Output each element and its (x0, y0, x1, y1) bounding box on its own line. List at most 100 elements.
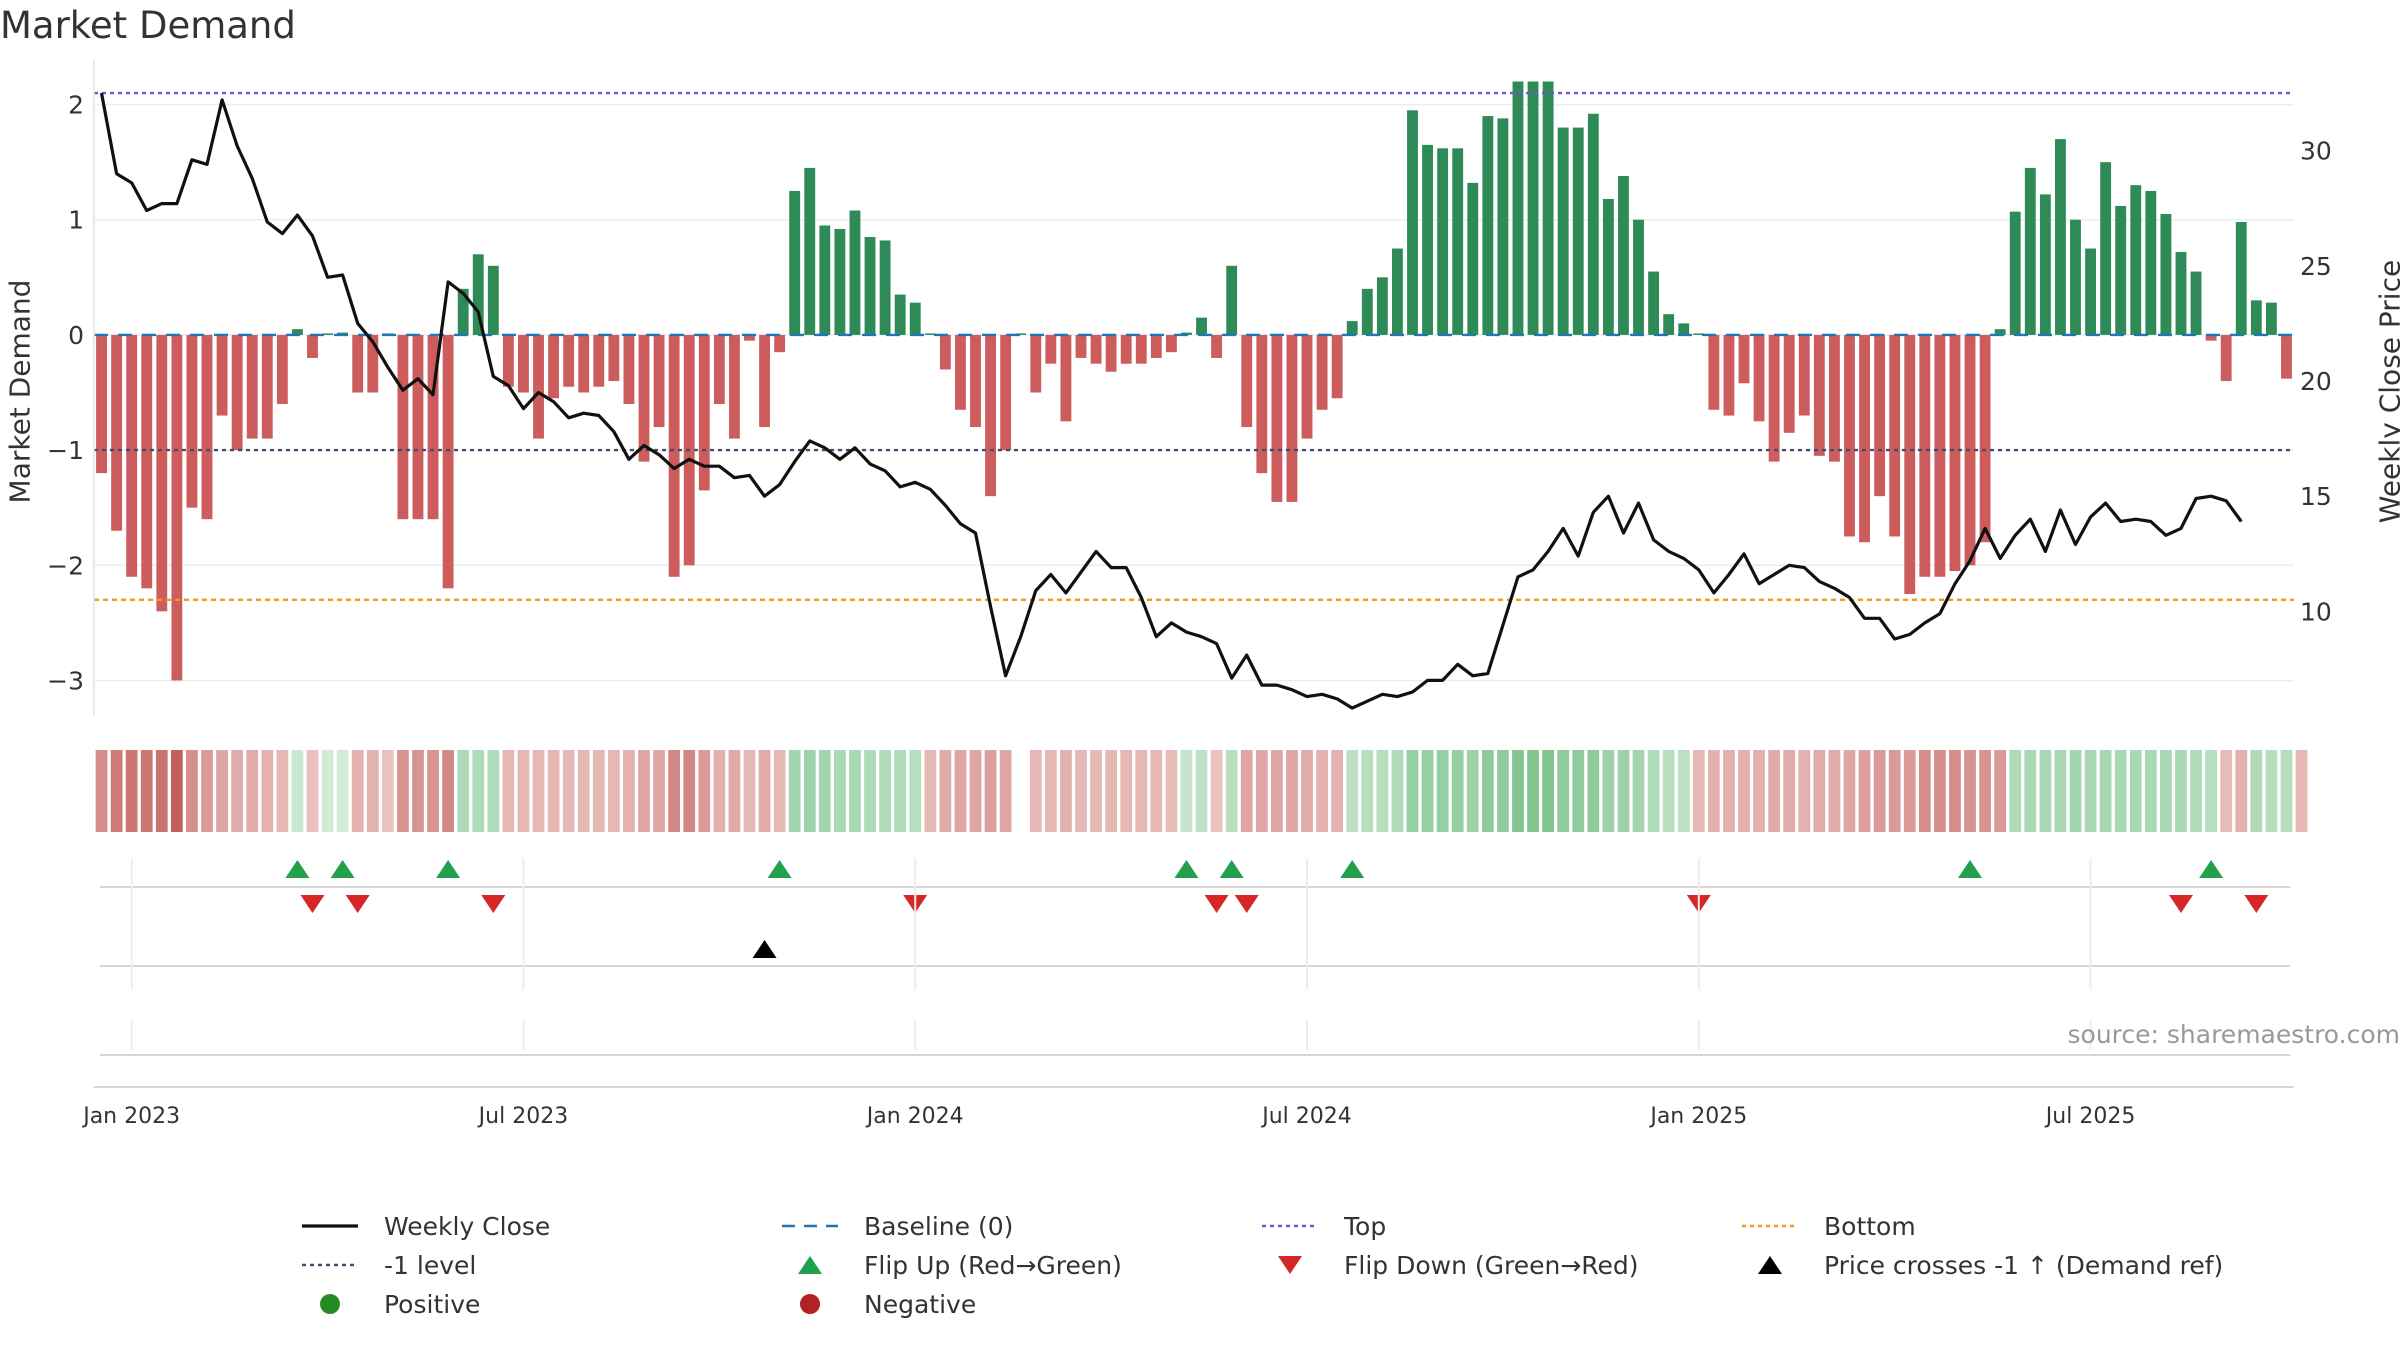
price-cross-marker (752, 940, 777, 958)
heat-cell (1918, 750, 1931, 832)
demand-bar (156, 334, 168, 612)
demand-bar (1452, 148, 1464, 335)
heat-cell (1798, 750, 1811, 832)
demand-bar (1241, 334, 1253, 428)
heat-cell (728, 750, 741, 832)
demand-bar (1949, 334, 1961, 572)
flip-down-marker (1204, 895, 1229, 913)
heat-cell (1813, 750, 1826, 832)
demand-bar (1030, 334, 1042, 393)
demand-bar (1663, 314, 1675, 335)
demand-bar (728, 334, 740, 439)
demand-bar (548, 334, 560, 399)
demand-bar (1015, 333, 1027, 335)
heat-cell (1707, 750, 1720, 832)
heat-cell (1512, 750, 1524, 832)
signal-markers (100, 860, 2290, 1056)
demand-bar (412, 334, 424, 520)
demand-bar (774, 334, 786, 353)
heat-cell (1165, 750, 1178, 832)
demand-bar (518, 334, 529, 393)
heat-cell (1436, 750, 1449, 832)
demand-bar (367, 334, 379, 393)
y-left-tick-label: 1 (68, 206, 84, 235)
heat-cell (487, 750, 500, 832)
demand-bar (1256, 334, 1268, 474)
flip-down-marker (481, 895, 506, 913)
heat-cell (1934, 750, 1946, 832)
heat-cell (1723, 750, 1735, 832)
heat-cell (1391, 750, 1404, 832)
demand-bar (1527, 81, 1539, 335)
heat-cell (924, 750, 937, 832)
demand-bar (186, 334, 198, 508)
heat-cell (1497, 750, 1509, 832)
heat-cell (1060, 750, 1072, 832)
heat-cell (999, 750, 1012, 832)
heat-cell (412, 750, 424, 832)
demand-bar (397, 334, 409, 520)
heat-cell (216, 750, 228, 832)
weekly-close-line (99, 92, 2243, 710)
heat-cell (1753, 750, 1765, 832)
heat-cell (1527, 750, 1539, 832)
legend-item: Top (1260, 1210, 1386, 1242)
legend-item: Baseline (0) (780, 1210, 1013, 1242)
demand-bar (1618, 175, 1629, 335)
demand-bar (2250, 300, 2262, 335)
heat-cell (909, 750, 922, 832)
demand-bar (1512, 81, 1524, 335)
demand-bar (1768, 334, 1780, 462)
demand-bar (1361, 288, 1373, 335)
x-tick-label: Jul 2023 (477, 1104, 569, 1129)
demand-bar (1000, 334, 1012, 451)
heat-cell (592, 750, 605, 832)
heat-cell (668, 750, 681, 832)
heat-cell (2084, 750, 2097, 832)
demand-bar (563, 334, 575, 387)
legend: Weekly Close Baseline (0) Top Bottom -1 leve… (300, 1210, 2260, 1330)
legend-symbol (1740, 1210, 1800, 1242)
y-right-tick-label: 15 (2300, 482, 2332, 511)
heat-cell (577, 750, 590, 832)
heat-cell (381, 750, 394, 832)
demand-bar (1196, 317, 1207, 335)
heat-cell (1135, 750, 1148, 832)
demand-bar (1165, 334, 1177, 353)
demand-bar (1105, 334, 1117, 372)
demand-bar (352, 334, 364, 393)
demand-bar (442, 334, 454, 589)
demand-bar (2160, 213, 2172, 335)
heat-cell (2280, 750, 2293, 832)
demand-bar (744, 334, 755, 341)
heat-cell (698, 750, 711, 832)
demand-bar (171, 334, 183, 681)
demand-bar (924, 333, 936, 335)
demand-bar (623, 334, 635, 405)
demand-bar (1226, 265, 1238, 335)
heat-cell (397, 750, 409, 832)
heat-cell (1873, 750, 1886, 832)
demand-bar (1678, 323, 1690, 335)
heat-cell (2175, 750, 2187, 832)
demand-bar (1286, 334, 1298, 502)
heat-cell (1647, 750, 1660, 832)
heat-cell (1286, 750, 1298, 832)
grid-layer (94, 103, 2294, 682)
heat-cell (803, 750, 816, 832)
demand-bar (1919, 334, 1931, 577)
heat-cell (1557, 750, 1570, 832)
heat-cell (864, 750, 876, 832)
demand-bar (1783, 334, 1795, 433)
price-line-layer (99, 92, 2243, 710)
demand-bar (1708, 334, 1720, 410)
heat-cell (1949, 750, 1961, 832)
legend-item: Negative (780, 1288, 976, 1320)
demand-bar (1813, 334, 1825, 456)
demand-bar (1979, 334, 1991, 543)
heat-cell (291, 750, 304, 832)
heat-cell (502, 750, 515, 832)
heat-cell (1029, 750, 1042, 832)
